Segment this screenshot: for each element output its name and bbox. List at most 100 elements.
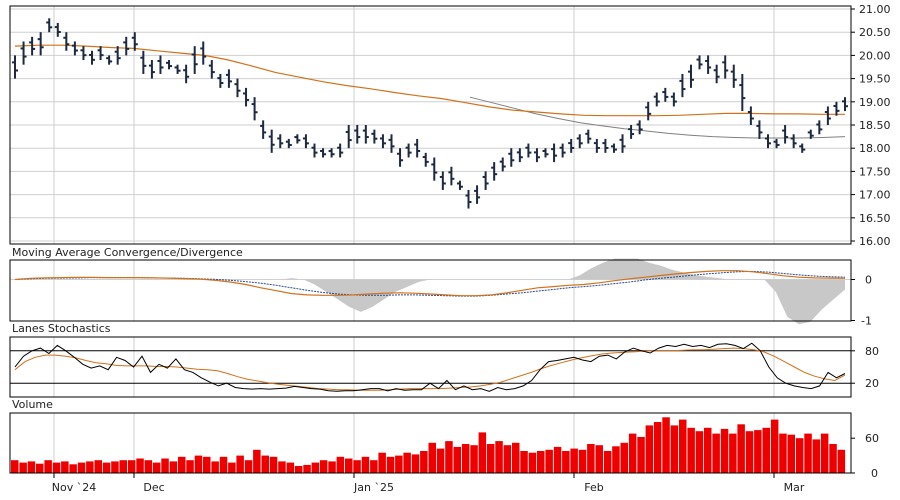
- stochastics-k-line: [14, 342, 846, 392]
- macd-y-tick-label: 0: [865, 274, 872, 287]
- axis-labels: 16.00 16.50 17.00 17.50 18.00 18.50 19.00 19.50…: [52, 3, 891, 494]
- macd-panel-title: Moving Average Convergence/Divergence: [12, 246, 243, 259]
- price-bar: [123, 36, 130, 56]
- price-bar: [456, 180, 463, 190]
- volume-bar: [253, 449, 261, 473]
- volume-bar: [127, 460, 136, 473]
- price-y-tick-label: 20.50: [859, 26, 891, 39]
- volume-bar: [244, 460, 253, 473]
- price-bar: [20, 41, 27, 65]
- macd-y-tick-label: -1: [861, 315, 872, 328]
- price-bar: [148, 60, 155, 79]
- volume-bar: [111, 461, 119, 473]
- volume-bar: [411, 454, 420, 473]
- volume-bar: [228, 462, 236, 473]
- x-axis-label: Jan `25: [353, 481, 394, 494]
- volume-bar: [662, 417, 670, 473]
- volume-bar: [44, 460, 52, 473]
- macd-panel: [14, 258, 846, 325]
- price-bar: [71, 41, 78, 56]
- volume-bar: [336, 456, 345, 473]
- volume-bar: [303, 464, 311, 473]
- price-bar: [842, 97, 848, 112]
- price-bar: [114, 46, 121, 65]
- price-bar: [439, 171, 446, 190]
- volume-bar: [144, 460, 153, 473]
- price-bar: [208, 60, 215, 79]
- short-moving-average-line: [14, 44, 845, 117]
- volume-bar: [470, 445, 478, 473]
- price-bar: [559, 143, 566, 158]
- volume-bar: [770, 419, 779, 473]
- volume-bar: [562, 451, 570, 473]
- price-bar: [670, 92, 677, 107]
- price-bar: [525, 143, 532, 158]
- price-bar: [593, 138, 600, 153]
- price-bar: [610, 143, 617, 153]
- volume-bar: [420, 451, 428, 473]
- volume-bar: [194, 455, 203, 473]
- price-bar: [799, 143, 806, 153]
- volume-bar: [294, 466, 303, 473]
- volume-bar: [520, 451, 528, 473]
- price-y-tick-label: 16.50: [859, 212, 891, 225]
- volume-bar: [428, 442, 436, 473]
- price-bar: [405, 143, 412, 158]
- volume-bar: [386, 456, 395, 473]
- macd-signal-line: [14, 270, 846, 297]
- volume-bar: [436, 448, 445, 473]
- price-y-tick-label: 17.00: [859, 189, 891, 202]
- price-bar: [448, 166, 455, 186]
- price-bar: [362, 125, 369, 144]
- price-bar: [54, 22, 61, 37]
- volume-bar: [595, 445, 603, 473]
- price-bar: [46, 18, 53, 33]
- price-y-tick-label: 16.00: [859, 235, 891, 248]
- volume-bar: [787, 434, 795, 473]
- volume-bar: [19, 462, 27, 473]
- price-bar: [739, 73, 746, 112]
- volume-bar: [403, 452, 411, 473]
- volume-bar: [495, 441, 503, 473]
- volume-bar: [278, 461, 286, 473]
- volume-bar: [687, 427, 695, 473]
- price-bar: [824, 106, 831, 125]
- volume-bar: [69, 464, 77, 473]
- volume-bar: [503, 445, 512, 473]
- price-bar: [705, 55, 712, 74]
- price-bar: [465, 189, 472, 209]
- price-bar: [260, 120, 267, 139]
- price-bar: [243, 87, 250, 107]
- volume-bar: [712, 433, 720, 473]
- price-bar: [285, 138, 292, 149]
- price-bar: [97, 46, 104, 61]
- stochastics-y-tick-label: 20: [865, 377, 879, 390]
- volume-bar: [695, 431, 704, 473]
- volume-bar: [86, 461, 94, 473]
- price-bar: [388, 134, 395, 153]
- price-bar: [764, 134, 771, 149]
- volume-bar: [670, 425, 679, 473]
- volume-bar: [478, 432, 487, 473]
- volume-bar: [628, 433, 637, 473]
- price-bar: [619, 134, 626, 153]
- volume-bar: [679, 419, 687, 473]
- volume-bar: [178, 456, 186, 473]
- price-bar: [576, 134, 583, 149]
- price-bar: [474, 185, 481, 204]
- price-bar: [251, 97, 258, 121]
- price-panel: [12, 18, 848, 209]
- price-bar: [302, 134, 309, 149]
- volume-bar: [169, 461, 178, 473]
- grid-lines: [10, 6, 851, 473]
- volume-panel-title: Volume: [12, 398, 53, 411]
- volume-bar: [328, 461, 336, 473]
- stochastics-y-tick-label: 80: [865, 345, 879, 358]
- volume-y-tick-label: 60: [865, 432, 879, 445]
- volume-bar: [570, 448, 578, 473]
- volume-bar: [378, 452, 386, 473]
- price-bar: [397, 148, 404, 167]
- volume-bar: [461, 444, 470, 473]
- price-bar: [747, 106, 754, 125]
- stochastics-panel: [10, 342, 851, 392]
